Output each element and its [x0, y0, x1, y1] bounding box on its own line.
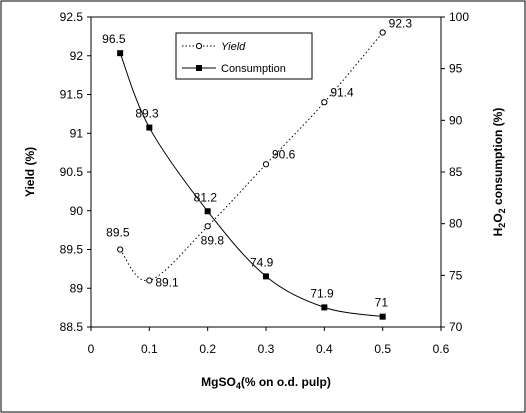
yield-data-label: 91.4	[330, 85, 354, 99]
consumption-point	[204, 208, 211, 215]
left-tick-label: 90	[70, 204, 84, 218]
right-tick-label: 100	[449, 10, 469, 24]
left-tick-label: 92	[70, 49, 84, 63]
x-axis-ticks: 0 0.1 0.2 0.3 0.4 0.5 0.6	[88, 327, 450, 356]
consumption-point	[321, 304, 328, 311]
consumption-data-label: 89.3	[135, 107, 159, 121]
consumption-point	[117, 50, 124, 57]
right-tick-label: 80	[449, 217, 463, 231]
x-tick-label: 0.4	[316, 342, 333, 356]
legend-yield-marker	[195, 42, 203, 50]
consumption-point	[146, 124, 153, 131]
right-axis-ticks: 70 75 80 85 90 95 100	[441, 10, 469, 334]
right-tick-label: 70	[449, 320, 463, 334]
right-tick-label: 75	[449, 268, 463, 282]
yield-data-label: 90.6	[272, 147, 296, 161]
yield-point	[262, 161, 270, 168]
left-axis-title: Yield (%)	[23, 147, 37, 197]
yield-data-label: 89.8	[201, 233, 225, 247]
yield-point	[321, 99, 328, 106]
yield-point	[379, 29, 386, 36]
consumption-point	[263, 273, 269, 280]
right-tick-label: 85	[449, 165, 463, 179]
yield-data-label: 92.3	[389, 17, 413, 31]
left-tick-label: 90.5	[60, 165, 84, 179]
left-tick-label: 89.5	[60, 243, 84, 257]
consumption-data-label: 71	[375, 296, 389, 310]
legend-consumption-marker	[196, 65, 202, 71]
series-layer	[117, 29, 386, 320]
consumption-data-label: 81.2	[194, 190, 218, 204]
x-tick-label: 0.6	[433, 342, 450, 356]
data-labels: 89.5 89.1 89.8 90.6 91.4 92.3 96.5 89.3 81.2 74.9…	[102, 17, 412, 310]
left-tick-label: 89	[70, 281, 84, 295]
x-tick-label: 0.2	[199, 342, 216, 356]
consumption-data-label: 96.5	[102, 32, 126, 46]
yield-point	[204, 223, 211, 230]
left-tick-label: 91	[70, 126, 84, 140]
yield-point	[146, 277, 153, 284]
x-axis-title: MgSO4(% on o.d. pulp)	[201, 375, 331, 391]
legend-box	[175, 32, 313, 80]
consumption-data-label: 74.9	[250, 255, 274, 269]
left-tick-label: 92.5	[60, 10, 84, 24]
x-tick-label: 0	[88, 342, 95, 356]
x-tick-label: 0.3	[258, 342, 275, 356]
left-axis-ticks: 88.5 89 89.5 90 90.5 91 91.5 92 92.5	[60, 10, 91, 334]
x-tick-label: 0.1	[141, 342, 158, 356]
right-tick-label: 95	[449, 62, 463, 76]
legend-yield-label: Yield	[221, 41, 246, 53]
right-axis-title: H2O2 consumption (%)	[491, 108, 507, 237]
left-tick-label: 88.5	[60, 320, 84, 334]
x-tick-label: 0.5	[374, 342, 391, 356]
left-tick-label: 91.5	[60, 88, 84, 102]
legend-consumption-label: Consumption	[221, 63, 286, 75]
yield-point	[117, 246, 124, 253]
consumption-point	[379, 313, 386, 320]
right-tick-label: 90	[449, 113, 463, 127]
consumption-data-label: 71.9	[310, 286, 334, 300]
legend: Yield Consumption	[175, 32, 313, 80]
yield-data-label: 89.1	[155, 276, 179, 290]
yield-data-label: 89.5	[106, 226, 130, 240]
